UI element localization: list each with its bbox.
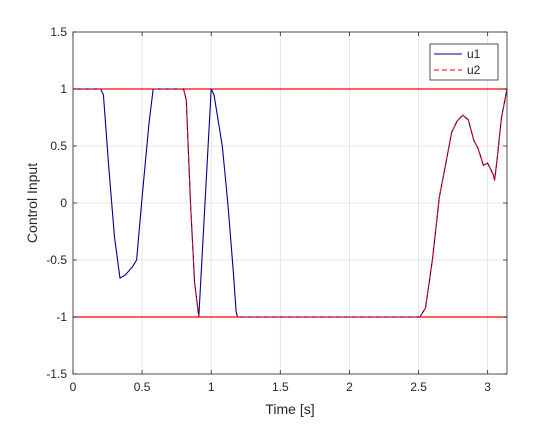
x-tick-label: 0 [70, 380, 77, 394]
y-tick-label: -1.5 [46, 367, 67, 381]
x-tick-label: 2 [346, 380, 353, 394]
x-axis-label: Time [s] [265, 401, 314, 417]
series-line-u2 [73, 88, 508, 318]
y-tick-label: 1 [60, 82, 67, 96]
x-tick-label: 2.5 [410, 380, 427, 394]
y-axis-label: Control Input [24, 163, 40, 243]
y-tick-label: 0.5 [50, 139, 67, 153]
x-tick-label: 0.5 [134, 380, 151, 394]
legend-box [429, 43, 499, 81]
x-axis-ticks: 0 0.5 1 1.5 2 2.5 3 [70, 32, 491, 394]
y-tick-label: -1 [56, 310, 67, 324]
legend-entry-u2: u2 [467, 63, 481, 77]
y-tick-label: 0 [60, 196, 67, 210]
y-tick-label: 1.5 [50, 25, 67, 39]
legend-entry-u1: u1 [467, 47, 481, 61]
y-axis-ticks: -1.5 -1 -0.5 0 0.5 1 1.5 [46, 25, 507, 381]
y-tick-label: -0.5 [46, 253, 67, 267]
x-tick-label: 1 [208, 380, 215, 394]
legend: u1 u2 [429, 43, 499, 81]
series-layer [73, 88, 508, 318]
x-tick-label: 1.5 [272, 380, 289, 394]
x-tick-label: 3 [484, 380, 491, 394]
